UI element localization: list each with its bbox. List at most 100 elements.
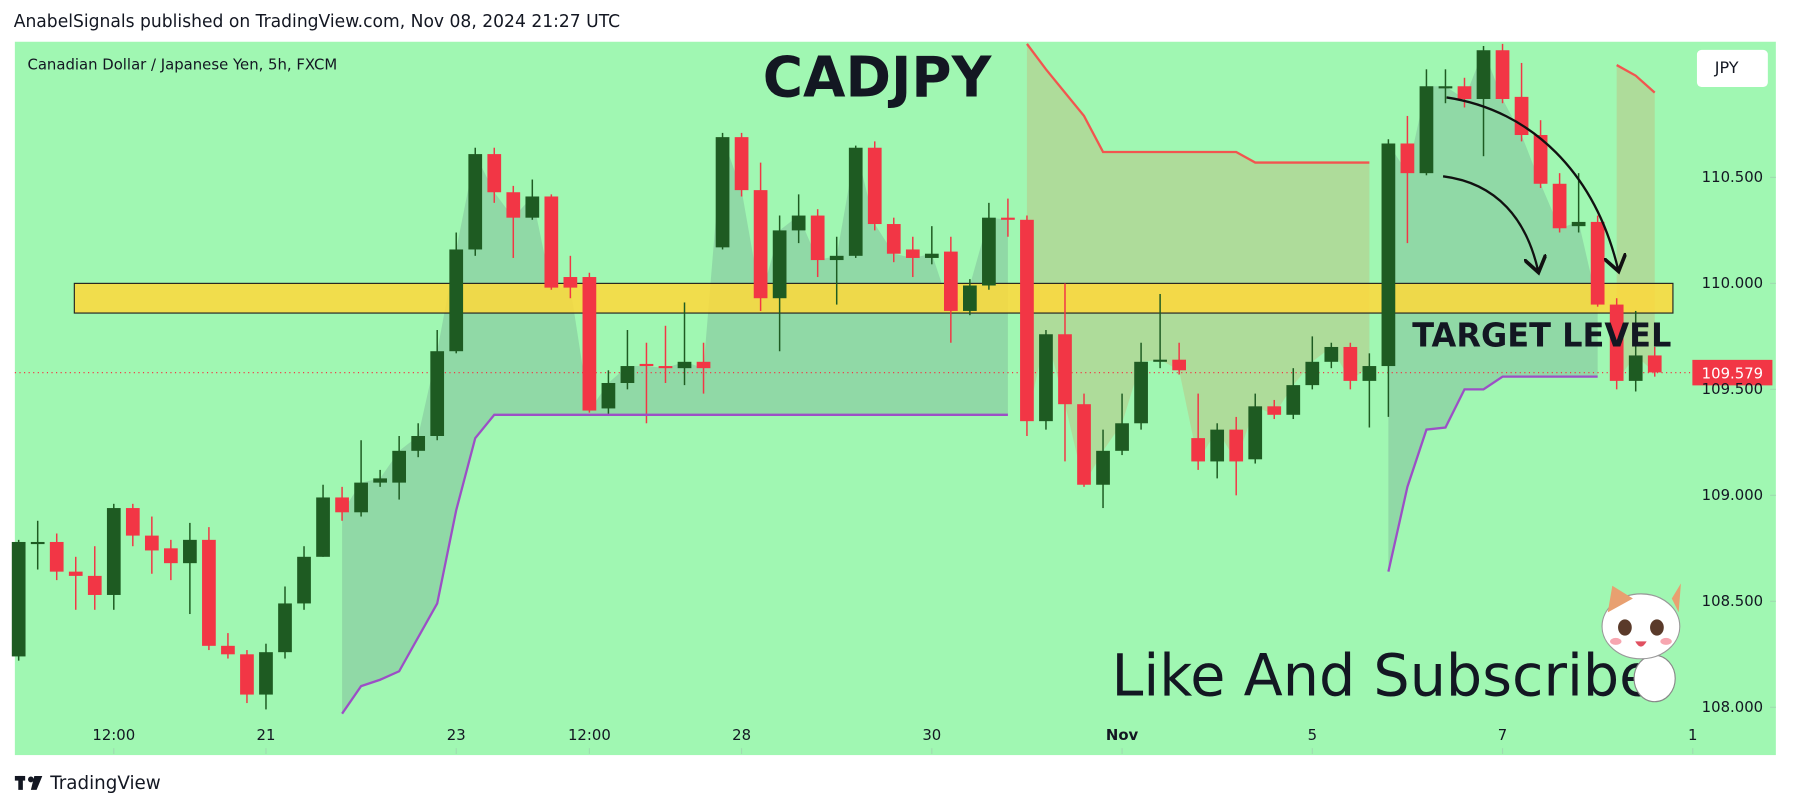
candle-body (373, 478, 387, 483)
layer: 109.579 (11, 43, 1776, 754)
plot-area (14, 41, 1776, 756)
last-price-box (1692, 359, 1773, 386)
candle-body (49, 541, 64, 572)
candle-body (1609, 304, 1624, 381)
footer: TradingView (49, 773, 160, 794)
candle-body (221, 645, 235, 655)
candle-body (1419, 86, 1434, 174)
candle-body (1647, 355, 1662, 373)
x-tick-label: Nov (1106, 726, 1139, 744)
currency-box (1696, 49, 1768, 87)
candle-body (240, 654, 254, 695)
band-fill (342, 137, 1008, 714)
header: AnabelSignals published on TradingView.c… (14, 12, 620, 32)
candle-body (487, 154, 502, 193)
candle-body (1039, 334, 1053, 422)
x-tick-label: 12:00 (92, 726, 135, 744)
candle-body (1077, 404, 1091, 485)
candle-body (506, 192, 521, 218)
candle-body (715, 137, 730, 248)
candle-body (1324, 346, 1339, 362)
chart-title: CADJPY (763, 46, 993, 110)
footer-logo (14, 775, 43, 790)
candle-body (411, 435, 426, 451)
candle-body (1533, 135, 1548, 184)
candle-body (202, 539, 216, 646)
candle-body (1286, 385, 1301, 415)
candle-body (144, 535, 159, 551)
candle-body (278, 603, 292, 653)
candle-body (1457, 86, 1472, 99)
currency: JPY (1714, 58, 1739, 77)
candle-body (943, 251, 958, 311)
target-zone (73, 282, 1674, 314)
candle-body (125, 508, 140, 536)
y-tick-label: 109.500 (1702, 380, 1763, 398)
candle-body (1343, 346, 1358, 381)
candle-body (1438, 86, 1453, 89)
candle-body (525, 196, 540, 218)
x-tick-label: 5 (1308, 726, 1317, 744)
candle-body (164, 548, 178, 564)
y-tick-label: 108.000 (1702, 698, 1763, 716)
candle-body (1191, 438, 1206, 462)
candle-body (335, 497, 349, 513)
candle-body (1096, 450, 1110, 485)
x-tick-label: 21 (257, 726, 276, 744)
candle-body (791, 215, 806, 231)
x-tick-label: 28 (732, 726, 751, 744)
candle-body (829, 255, 844, 261)
y-tick-label: 108.500 (1702, 592, 1763, 610)
x-tick-label: 23 (447, 726, 466, 744)
candle-body (544, 196, 559, 288)
candle-body (639, 363, 654, 367)
candle-body (1248, 406, 1263, 460)
candle-body (620, 366, 635, 384)
y-tick-label: 109.000 (1702, 486, 1763, 504)
candle-body (183, 539, 197, 564)
x-tick-label: 1 (1688, 726, 1697, 744)
x-tick-label: 7 (1498, 726, 1507, 744)
candle-body (297, 556, 311, 604)
candle-body (1514, 96, 1529, 136)
candle-body (87, 575, 102, 595)
candle-body (1495, 50, 1510, 99)
candle-body (1153, 359, 1167, 362)
candle-body (1305, 361, 1320, 386)
candle-body (658, 366, 673, 369)
candle-body (563, 277, 578, 288)
candle-body (1001, 217, 1015, 220)
subtitle: Canadian Dollar / Japanese Yen, 5h, FXCM (27, 55, 337, 73)
x-tick-label: 30 (922, 726, 941, 744)
candle-body (1020, 219, 1034, 422)
candle-body (886, 224, 901, 254)
x-tick-label: 12:00 (568, 726, 611, 744)
candle-body (772, 230, 787, 299)
candle-body (963, 285, 977, 311)
candle-body (1362, 366, 1377, 381)
candle-body (259, 652, 273, 695)
candle-body (582, 277, 597, 411)
candle-body (11, 541, 26, 657)
candle-body (1590, 221, 1605, 305)
band-fill (1026, 43, 1370, 485)
candle-body (30, 541, 45, 545)
candle-body (1476, 50, 1491, 99)
candle-body (1571, 221, 1586, 227)
candle-body (1381, 143, 1396, 367)
candle-body (316, 497, 330, 557)
arrow (1446, 96, 1619, 269)
candle-body (68, 571, 83, 576)
candle-body (1628, 355, 1643, 381)
candle-body (982, 217, 996, 286)
candle-body (753, 190, 768, 299)
candle-body (601, 383, 616, 409)
candle-body (430, 351, 445, 436)
candle-body (354, 482, 368, 513)
target-label: TARGET LEVEL (1412, 316, 1671, 354)
candle-body (905, 249, 920, 258)
cat-sticker (1601, 583, 1681, 703)
candle-body (468, 154, 483, 250)
